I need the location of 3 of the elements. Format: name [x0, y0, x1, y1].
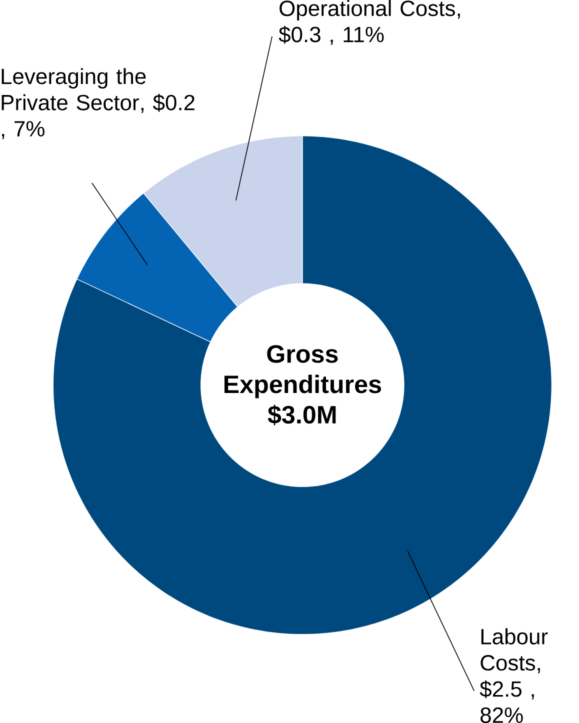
text: , $0.2	[141, 94, 194, 113]
text: Gross Expenditures $3.0M	[224, 345, 381, 426]
text: , 7%	[2, 121, 44, 140]
